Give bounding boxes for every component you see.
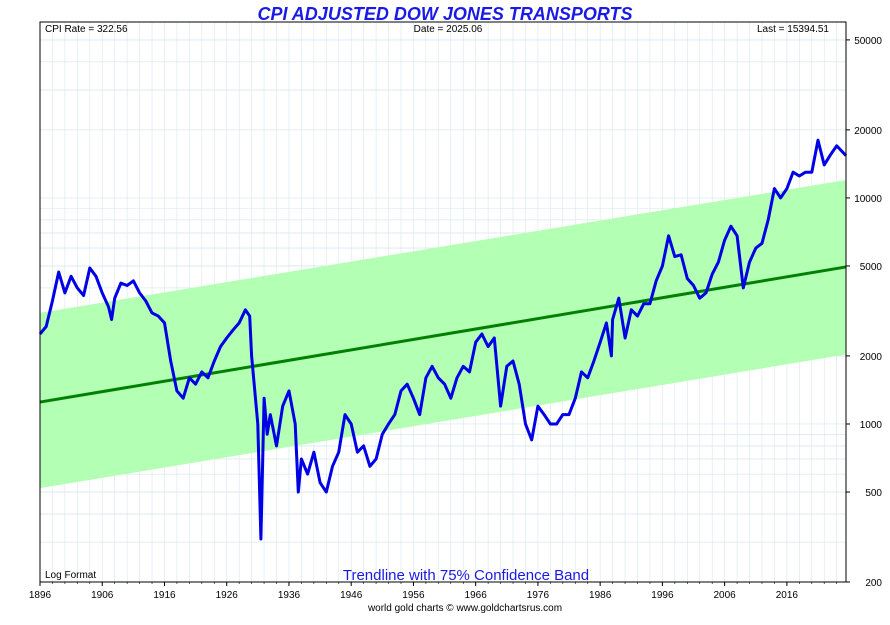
x-tick-label: 2016 [776,590,799,601]
x-axis: 1896 1906 1916 1926 1936 1946 1956 1966 1976 1986… [29,582,837,601]
x-tick-label: 1946 [340,590,363,601]
date-readout: Date = 2025.06 [414,24,483,35]
x-tick-label: 1936 [278,590,301,601]
plot-area [38,21,848,583]
chart-title: CPI ADJUSTED DOW JONES TRANSPORTS [257,4,632,24]
y-tick-label: 20000 [854,126,882,137]
y-tick-label: 2000 [860,352,883,363]
x-tick-label: 1896 [29,590,52,601]
y-tick-label: 500 [865,488,882,499]
x-tick-label: 1906 [91,590,114,601]
x-tick-label: 1956 [402,590,425,601]
x-tick-label: 1916 [153,590,176,601]
cpi-rate-readout: CPI Rate = 322.56 [45,24,128,35]
x-tick-label: 2006 [714,590,737,601]
x-tick-label: 1966 [465,590,488,601]
y-tick-label: 5000 [860,262,883,273]
last-value-readout: Last = 15394.51 [757,24,829,35]
x-tick-label: 1926 [216,590,239,601]
plot-frame [39,21,847,583]
credit-text: world gold charts © www.goldchartsrus.co… [367,603,562,614]
x-tick-label: 1986 [589,590,612,601]
y-tick-label: 1000 [860,420,883,431]
y-tick-label: 50000 [854,36,882,47]
scale-label: Log Format [45,570,96,581]
series-line-dow-transports [38,138,848,541]
y-axis: 200 500 1000 2000 5000 10000 20000 50000 [846,36,882,589]
band-label: Trendline with 75% Confidence Band [343,567,589,584]
y-tick-label: 10000 [854,194,882,205]
y-tick-label: 200 [865,578,882,589]
x-tick-label: 1976 [527,590,550,601]
x-tick-label: 1996 [651,590,674,601]
